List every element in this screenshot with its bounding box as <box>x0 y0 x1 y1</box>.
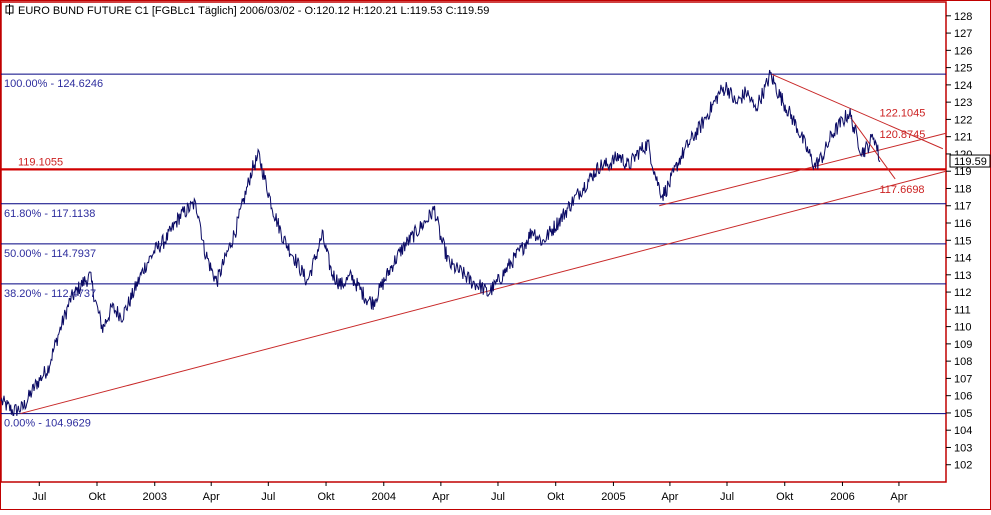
y-tick-label: 126 <box>954 45 972 57</box>
y-tick-label: 105 <box>954 408 972 420</box>
x-tick-label: Jul <box>32 491 46 503</box>
y-tick-label: 109 <box>954 339 972 351</box>
y-tick-label: 102 <box>954 460 972 472</box>
y-tick-label: 106 <box>954 391 972 403</box>
plot-area-border <box>0 1 947 483</box>
x-tick-label: Jul <box>491 491 505 503</box>
price-annotation: 122.1045 <box>879 108 925 120</box>
x-tick-label: Apr <box>432 491 449 503</box>
y-tick-label: 125 <box>954 63 972 75</box>
price-annotation: 120.8745 <box>879 129 925 141</box>
y-tick-label: 103 <box>954 442 972 454</box>
price-series-line <box>0 69 881 417</box>
fib-level-label: 100.00% - 124.6246 <box>4 78 103 90</box>
last-price-tag <box>949 154 991 168</box>
x-tick-label: 2004 <box>372 491 396 503</box>
x-tick-label: 2006 <box>830 491 854 503</box>
y-tick-label: 128 <box>954 11 972 23</box>
fib-level-label: 38.20% - 112.4737 <box>4 288 96 300</box>
y-tick-label: 117 <box>954 201 972 213</box>
y-tick-label: 111 <box>954 304 971 316</box>
x-tick-label: Jul <box>720 491 734 503</box>
x-tick-label: Okt <box>547 491 564 503</box>
y-tick-label: 122 <box>954 114 972 126</box>
x-tick-label: Okt <box>88 491 105 503</box>
y-tick-label: 110 <box>954 322 972 334</box>
y-tick-label: 116 <box>954 218 972 230</box>
x-tick-label: Okt <box>776 491 793 503</box>
x-tick-label: Apr <box>203 491 220 503</box>
x-tick-label: 2003 <box>142 491 166 503</box>
trend-line <box>850 117 896 180</box>
price-annotation: 117.6698 <box>879 184 924 196</box>
chart-title: EURO BUND FUTURE C1 [FGBLc1 Täglich] 200… <box>18 5 489 17</box>
y-tick-label: 108 <box>954 356 972 368</box>
x-tick-label: Okt <box>317 491 334 503</box>
fib-level-label: 50.00% - 114.7937 <box>4 248 96 260</box>
y-tick-label: 124 <box>954 80 972 92</box>
horizontal-line-label: 119.1055 <box>18 156 63 168</box>
y-tick-label: 127 <box>954 28 972 40</box>
y-tick-label: 113 <box>954 270 972 282</box>
y-tick-label: 104 <box>954 425 972 437</box>
y-tick-label: 114 <box>954 253 972 265</box>
last-price-label: 119.59 <box>954 156 987 168</box>
y-tick-label: 121 <box>954 132 972 144</box>
y-tick-label: 118 <box>954 183 972 195</box>
y-tick-label: 115 <box>954 235 972 247</box>
y-tick-label: 112 <box>954 287 972 299</box>
x-tick-label: Jul <box>261 491 275 503</box>
y-tick-label: 119 <box>954 166 972 178</box>
x-tick-label: Apr <box>890 491 907 503</box>
fib-level-label: 0.00% - 104.9629 <box>4 418 91 430</box>
y-tick-label: 123 <box>954 97 972 109</box>
y-tick-label: 107 <box>954 373 972 385</box>
trend-line <box>771 73 944 150</box>
fib-level-label: 61.80% - 117.1138 <box>4 208 95 220</box>
x-tick-label: 2005 <box>601 491 625 503</box>
x-tick-label: Apr <box>661 491 678 503</box>
trend-line <box>659 132 947 207</box>
